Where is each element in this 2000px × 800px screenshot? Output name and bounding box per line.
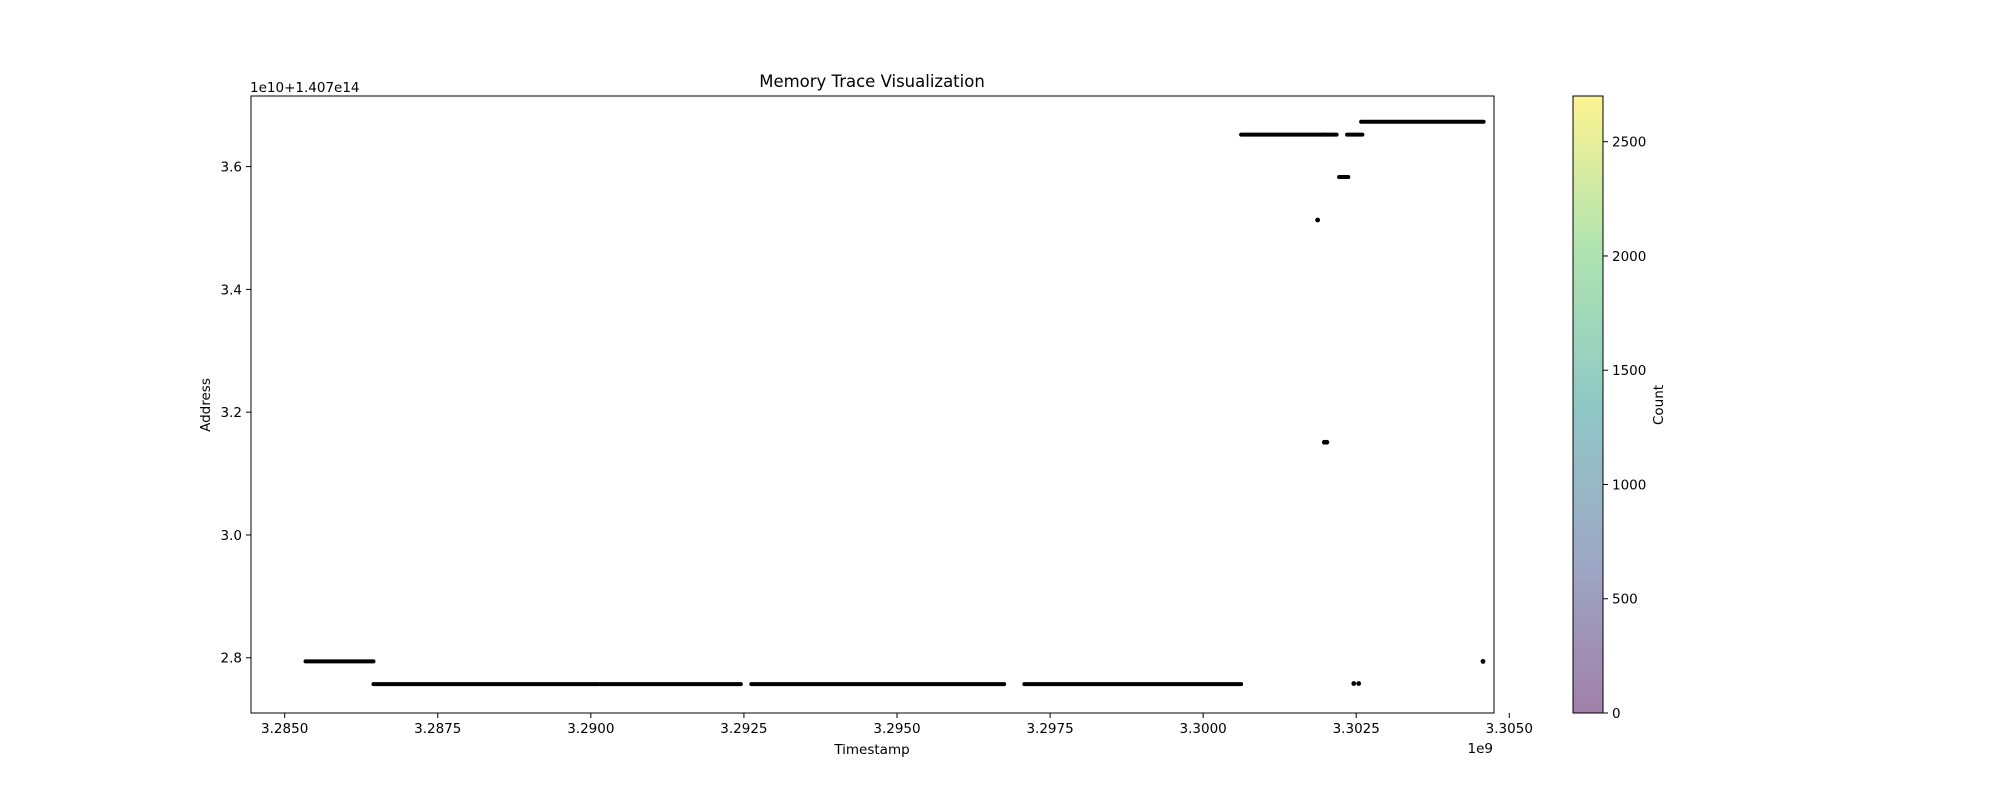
x-tick-label: 3.2850 — [261, 721, 308, 737]
colorbar — [1573, 96, 1603, 713]
x-tick-label: 3.2975 — [1026, 721, 1073, 737]
trace-point — [1356, 681, 1362, 686]
y-axis-label: Address — [198, 378, 214, 432]
x-tick-label: 3.2900 — [567, 721, 614, 737]
x-tick-label: 3.3050 — [1486, 721, 1533, 737]
colorbar-ticks: 0 500 1000 1500 2000 2500 — [1603, 135, 1646, 722]
trace-point — [1351, 681, 1357, 686]
trace-point — [1324, 439, 1330, 445]
y-tick-label: 3.0 — [221, 528, 242, 544]
y-axis-ticks: 2.8 3.0 3.2 3.4 3.6 — [221, 160, 251, 667]
trace-point — [1480, 659, 1486, 664]
plot-frame — [250, 95, 1495, 714]
plot-data — [303, 119, 1486, 687]
x-tick-label: 3.2925 — [720, 721, 767, 737]
x-tick-label: 3.2950 — [873, 721, 920, 737]
x-tick-label: 3.2875 — [414, 721, 461, 737]
y-tick-label: 3.2 — [221, 405, 242, 421]
y-tick-label: 3.4 — [221, 282, 242, 298]
y-offset-text: 1e10+1.407e14 — [250, 80, 360, 96]
colorbar-tick-label: 0 — [1612, 706, 1621, 722]
trace-point — [1315, 217, 1321, 223]
x-tick-label: 3.3000 — [1180, 721, 1227, 737]
x-offset-text: 1e9 — [1468, 741, 1493, 757]
colorbar-tick-label: 1000 — [1612, 477, 1646, 493]
y-tick-label: 3.6 — [221, 160, 242, 176]
chart-title: Memory Trace Visualization — [759, 72, 985, 91]
colorbar-label: Count — [1651, 385, 1667, 425]
colorbar-frame — [1572, 95, 1604, 714]
x-axis-ticks: 3.2850 3.2875 3.2900 3.2925 3.2950 3.2975 3.30… — [261, 713, 1533, 737]
x-axis-label: Timestamp — [833, 742, 909, 758]
colorbar-tick-label: 1500 — [1612, 363, 1646, 379]
x-tick-label: 3.3025 — [1333, 721, 1380, 737]
colorbar-tick-label: 2000 — [1612, 249, 1646, 265]
colorbar-tick-label: 2500 — [1612, 135, 1646, 151]
colorbar-tick-label: 500 — [1612, 592, 1638, 608]
y-tick-label: 2.8 — [221, 651, 242, 667]
